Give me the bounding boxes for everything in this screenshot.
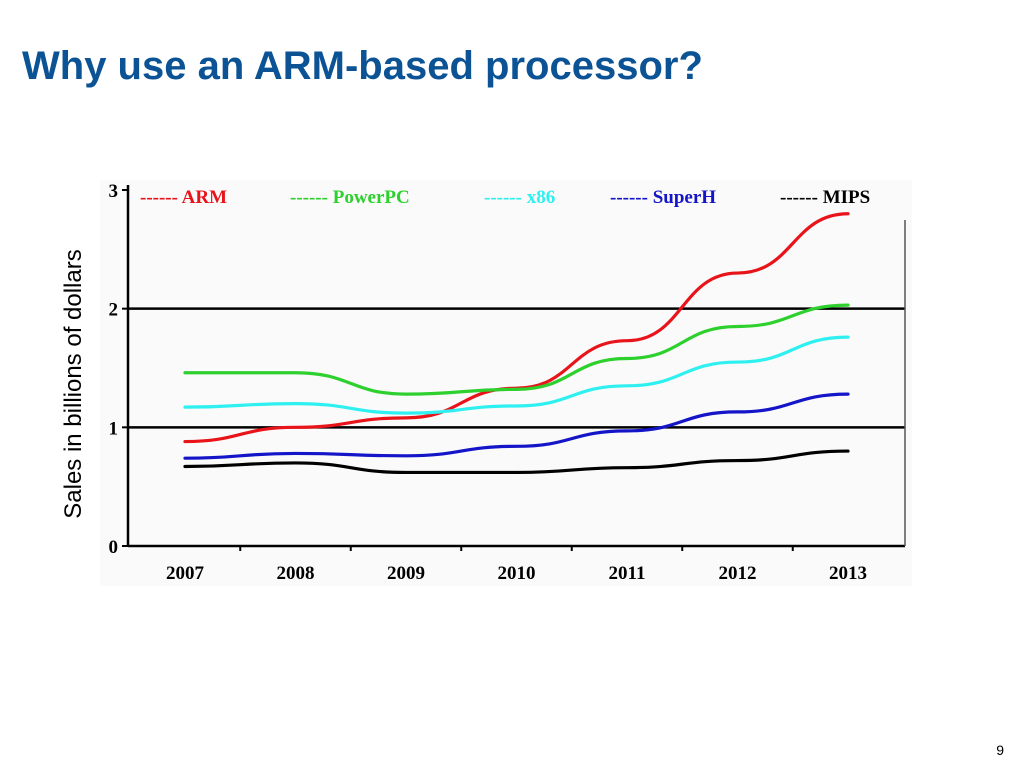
axis-layer: 0 1 2 3 2007 2008 2009 2010 2011 2012 2013 (109, 181, 906, 584)
slide-title: Why use an ARM-based processor? (22, 44, 703, 88)
y-tick-label: 0 (109, 537, 119, 558)
x-tick-label: 2010 (498, 563, 536, 584)
legend-item-powerpc: ------ PowerPC (290, 187, 410, 208)
x-tick-label: 2013 (829, 563, 867, 584)
grid-layer (128, 307, 905, 429)
page-number: 9 (996, 742, 1004, 758)
series-line-arm (183, 212, 850, 444)
y-tick-label: 2 (109, 300, 119, 321)
legend-item-x86: ------ x86 (484, 187, 555, 208)
x-tick-label: 2007 (166, 563, 205, 584)
legend-item-superh: ------ SuperH (610, 187, 716, 208)
series-line-powerpc (183, 303, 850, 396)
x-tick-label: 2011 (609, 563, 646, 584)
series-line-x86 (183, 335, 850, 415)
y-tick-label: 3 (109, 181, 119, 202)
x-tick-label: 2012 (719, 563, 757, 584)
legend-item-mips: ------ MIPS (780, 187, 870, 208)
legend: ------ ARM ------ PowerPC ------ x86 ------… (140, 187, 870, 208)
series-line-mips (183, 449, 850, 475)
y-tick-label: 1 (109, 418, 119, 439)
x-tick-label: 2008 (277, 563, 315, 584)
series-line-superh (183, 392, 850, 460)
x-tick-label: 2009 (387, 563, 425, 584)
legend-item-arm: ------ ARM (140, 187, 227, 208)
series-layer (183, 212, 850, 475)
chart-background (100, 180, 912, 586)
